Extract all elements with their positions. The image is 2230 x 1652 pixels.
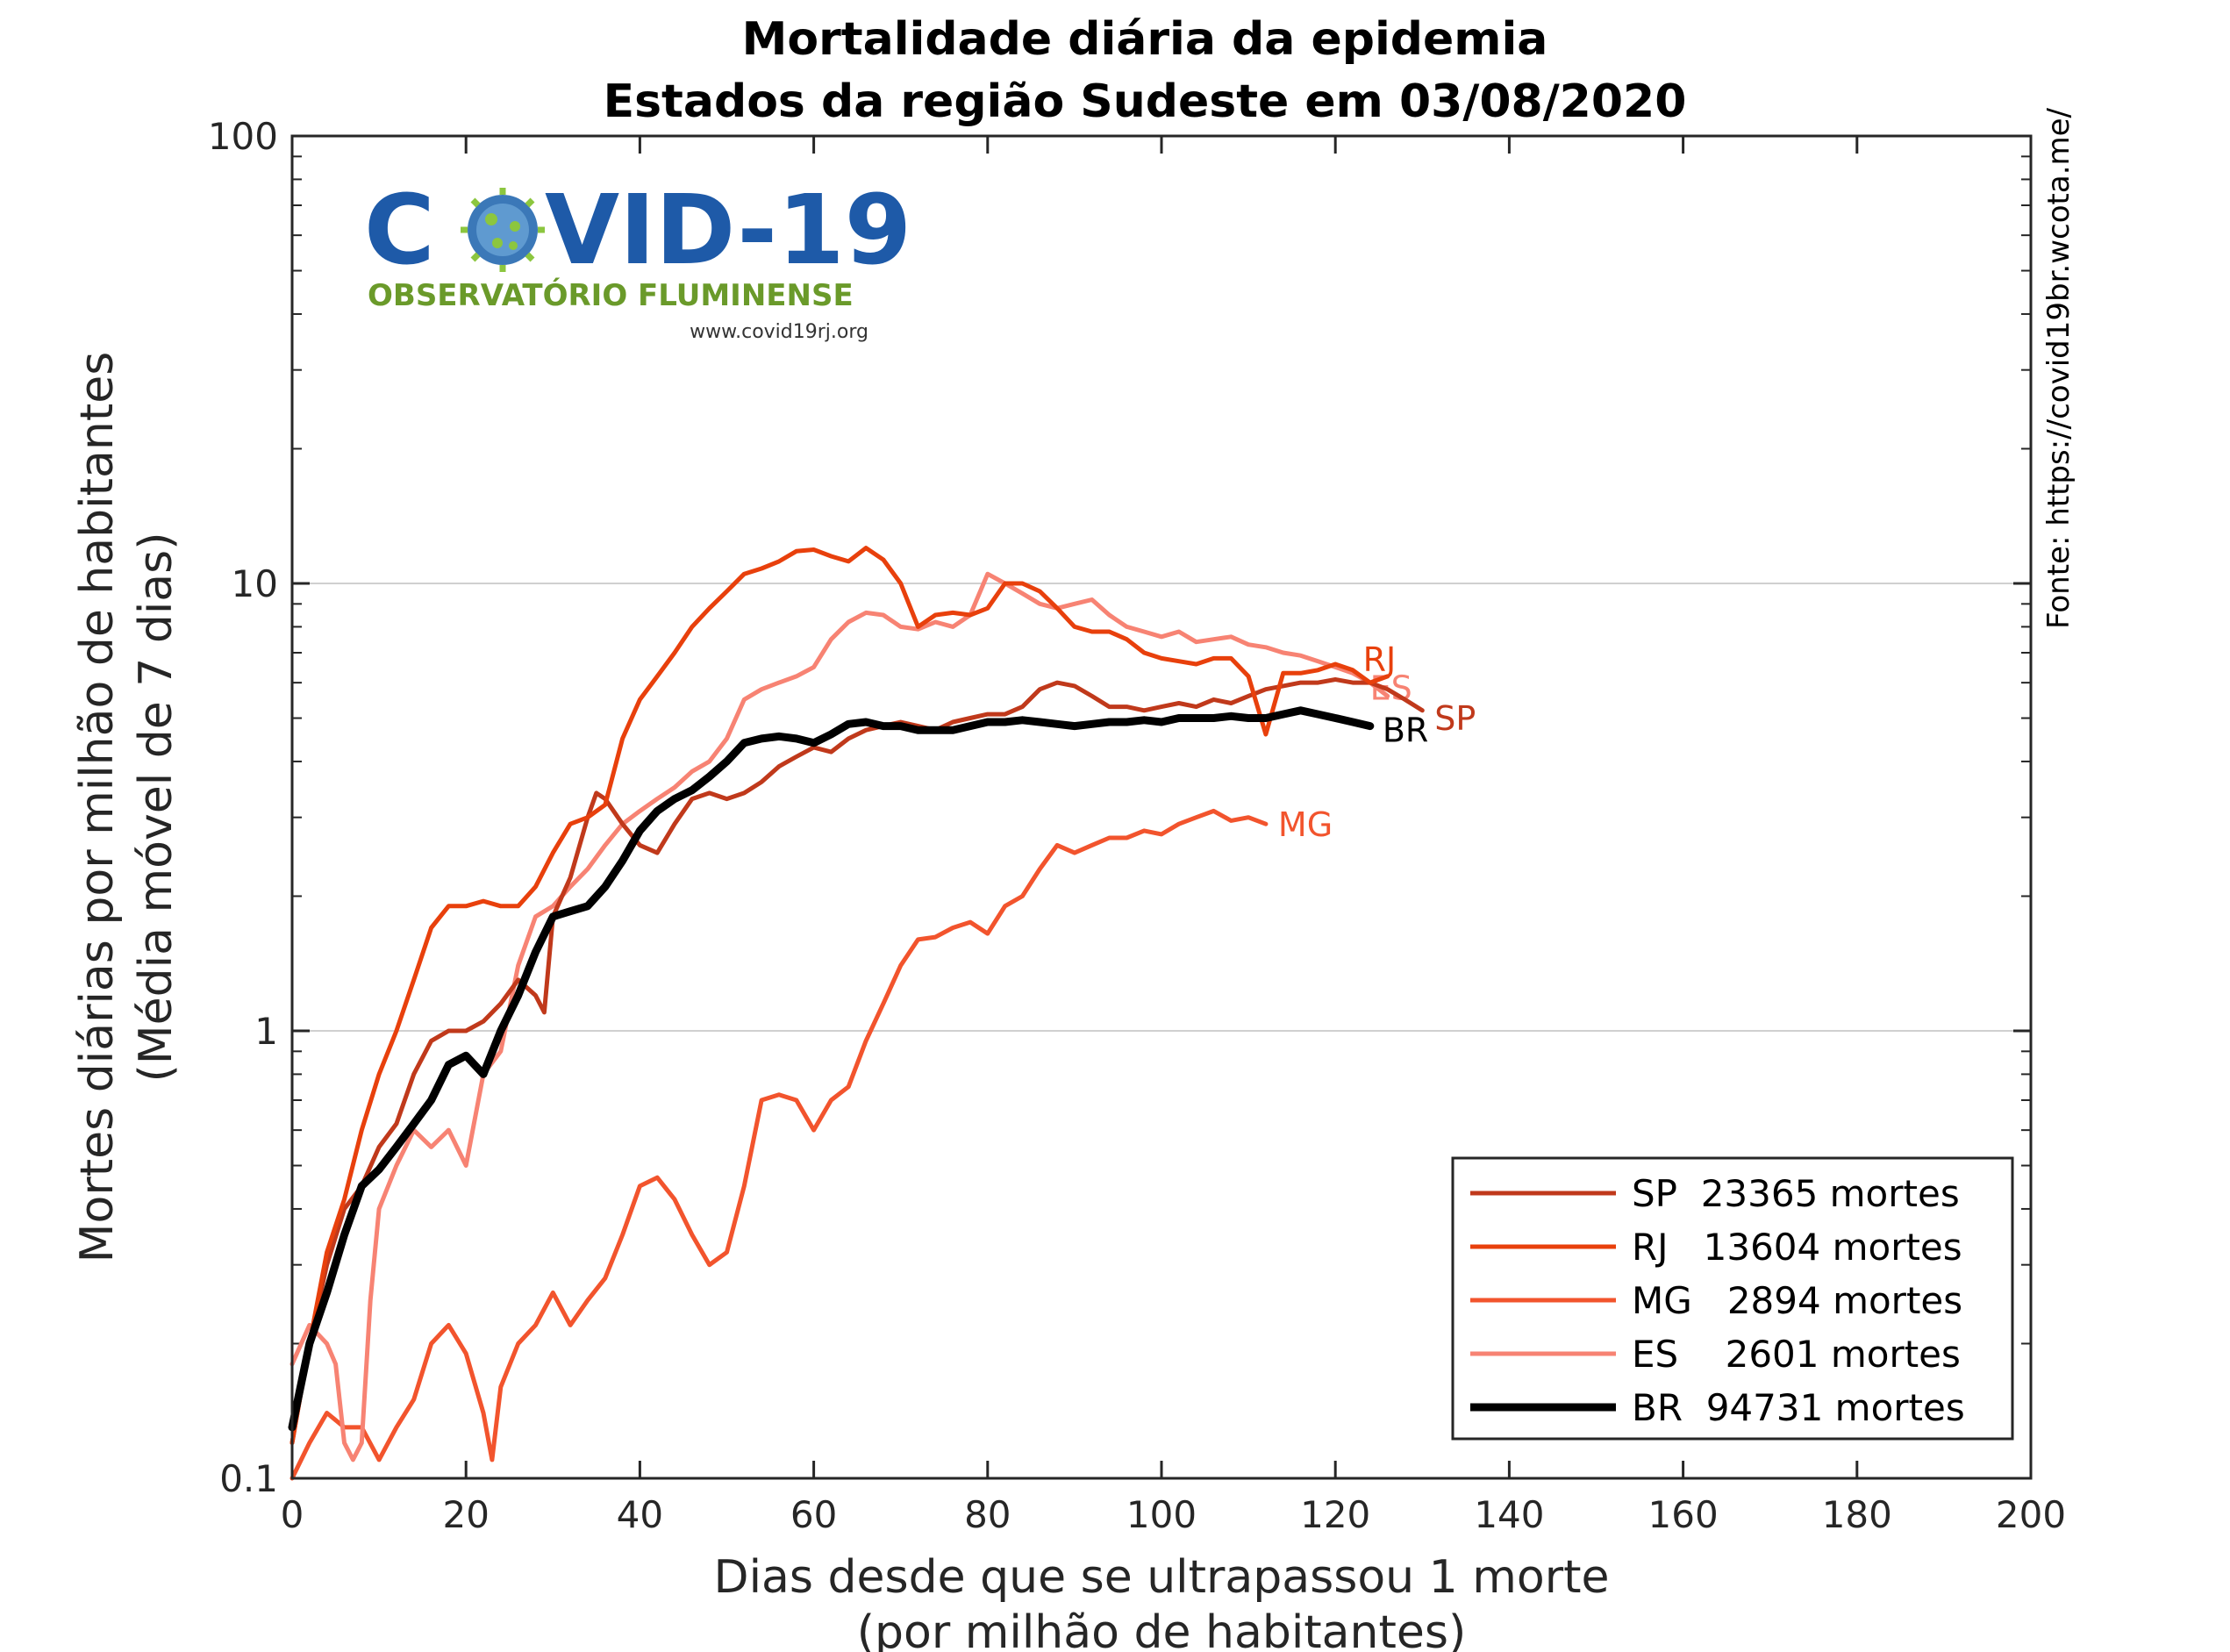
logo-text-left: C (364, 174, 435, 286)
legend: SP 23365 mortes RJ 13604 mortes MG 2894 mo… (1451, 1156, 2014, 1441)
x-axis-label-line1: Dias desde que se ultrapassou 1 morte (714, 1551, 1610, 1604)
logo-subtitle: OBSERVATÓRIO FLUMINENSE (368, 277, 854, 313)
x-tick-label: 160 (1648, 1493, 1719, 1536)
y-tick-label: 0.1 (219, 1457, 278, 1500)
covid19-logo: C VID-19 OBSERVATÓRIO FLUMINENSE www.cov… (364, 174, 911, 343)
y-axis-label-line2: (Média móvel de 7 dias) (130, 532, 182, 1082)
x-tick-label: 40 (617, 1493, 663, 1536)
grid-lines (292, 583, 2031, 1032)
series-line-br (288, 706, 1375, 1432)
legend-label-sp: SP 23365 mortes (1632, 1172, 1960, 1215)
series-line-mg (289, 808, 1269, 1481)
plot-area-frame (290, 134, 2033, 1480)
x-tick-label: 140 (1474, 1493, 1544, 1536)
series-line-rj (289, 546, 1390, 1446)
legend-label-rj: RJ 13604 mortes (1632, 1226, 1962, 1269)
y-tick-labels: 0.1 1 10 100 (208, 115, 278, 1500)
legend-label-br: BR 94731 mortes (1632, 1386, 1965, 1429)
x-tick-label: 180 (1822, 1493, 1892, 1536)
x-axis-label-line2: (por milhão de habitantes) (857, 1606, 1467, 1652)
end-label-mg: MG (1278, 805, 1333, 844)
legend-entries: SP 23365 mortes RJ 13604 mortes MG 2894 mo… (1470, 1172, 1965, 1429)
virus-icon (461, 188, 545, 272)
series-line-es (289, 571, 1390, 1462)
series-line-sp (289, 677, 1425, 1446)
x-tick-label: 0 (281, 1493, 304, 1536)
legend-label-mg: MG 2894 mortes (1632, 1279, 1962, 1322)
end-label-sp: SP (1434, 699, 1476, 738)
chart-title-line2: Estados da região Sudeste em 03/08/2020 (604, 75, 1687, 128)
x-tick-label: 200 (1996, 1493, 2066, 1536)
x-tick-label: 120 (1300, 1493, 1370, 1536)
y-tick-label: 100 (208, 115, 278, 158)
end-label-br: BR (1383, 712, 1428, 750)
x-tick-label: 80 (964, 1493, 1011, 1536)
y-axis-label-line1: Mortes diárias por milhão de habitantes (71, 352, 124, 1263)
source-text: Fonte: https://covid19br.wcota.me/ (2041, 107, 2076, 629)
logo-text-right: VID-19 (545, 174, 911, 286)
y-tick-label: 10 (232, 562, 278, 605)
end-label-rj: RJ (1363, 640, 1397, 679)
x-tick-labels: 0 20 40 60 80 100 120 140 160 180 200 (281, 1493, 2066, 1536)
y-tick-label: 1 (254, 1010, 278, 1053)
chart-title-line1: Mortalidade diária da epidemia (742, 13, 1548, 66)
x-tick-label: 60 (790, 1493, 837, 1536)
logo-url: www.covid19rj.org (690, 321, 868, 343)
x-tick-label: 100 (1126, 1493, 1197, 1536)
legend-label-es: ES 2601 mortes (1632, 1333, 1961, 1376)
x-tick-label: 20 (442, 1493, 489, 1536)
